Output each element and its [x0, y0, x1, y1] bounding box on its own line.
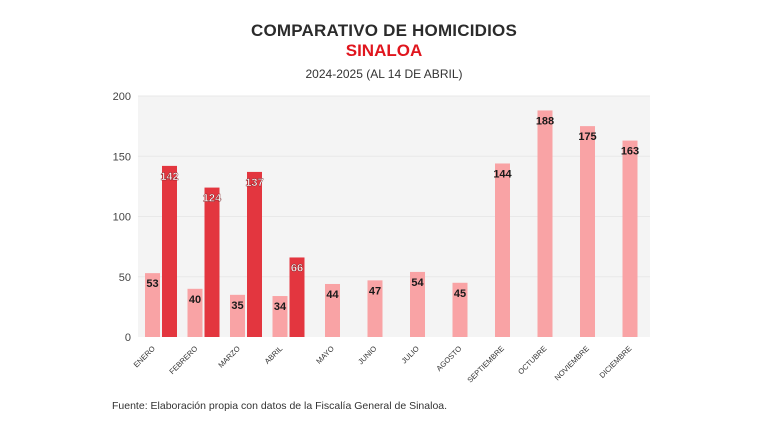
data-label-2024: 44 [326, 289, 339, 301]
x-tick-label: FEBRERO [167, 344, 199, 376]
x-tick-label: ENERO [132, 344, 157, 369]
data-label-2024: 47 [369, 285, 381, 297]
bar-2024 [495, 163, 510, 337]
chart-daterange: 2024-2025 (AL 14 DE ABRIL) [305, 67, 463, 81]
y-tick-label: 150 [113, 151, 131, 163]
data-label-2024: 45 [454, 288, 466, 300]
data-label-2024: 34 [274, 301, 287, 313]
x-tick-label: ABRIL [263, 344, 285, 366]
x-tick-label: DICIEMBRE [598, 344, 634, 380]
data-label-2025: 124 [203, 193, 222, 205]
data-label-2024: 54 [411, 277, 424, 289]
data-label-2024: 163 [621, 146, 639, 158]
bar-2024 [367, 280, 383, 337]
bar-2025 [162, 165, 177, 337]
data-label-2024: 35 [231, 300, 243, 312]
bar-2025 [204, 187, 220, 337]
bar-2025 [289, 257, 305, 337]
x-tick-label: JUNIO [356, 344, 378, 366]
data-label-2024: 175 [578, 131, 596, 143]
data-label-2024: 144 [493, 168, 512, 180]
data-label-2024: 53 [146, 278, 158, 290]
bar-2024 [537, 110, 553, 338]
bar-2024 [410, 271, 425, 337]
y-tick-label: 0 [125, 332, 131, 344]
x-tick-label: MARZO [216, 344, 242, 370]
bar-2024 [580, 126, 595, 337]
x-tick-label: AGOSTO [434, 344, 463, 373]
bar-2024 [187, 288, 203, 337]
data-label-2025: 137 [245, 177, 263, 189]
bar-2024 [272, 296, 288, 337]
y-tick-label: 100 [113, 212, 131, 224]
source-note: Fuente: Elaboración propia con datos de … [112, 400, 448, 412]
x-tick-label: OCTUBRE [516, 344, 548, 376]
x-tick-label: NOVIEMBRE [553, 344, 591, 382]
y-tick-label: 200 [113, 91, 131, 103]
y-tick-label: 50 [119, 272, 131, 284]
data-label-2025: 142 [160, 171, 178, 183]
data-label-2025: 66 [291, 262, 303, 274]
x-tick-label: MAYO [314, 344, 336, 366]
bar-2024 [452, 282, 468, 337]
chart-title: COMPARATIVO DE HOMICIDIOS [251, 21, 517, 40]
data-label-2024: 40 [189, 294, 201, 306]
bar-2025 [247, 171, 262, 337]
bar-2024 [230, 294, 245, 337]
data-label-2024: 188 [536, 115, 554, 127]
x-tick-label: JULIO [400, 344, 422, 366]
bar-2024 [622, 140, 638, 337]
chart-subtitle: SINALOA [345, 41, 423, 60]
x-tick-label: SEPTIEMBRE [465, 344, 506, 385]
bar-2024 [325, 283, 340, 337]
bar-2024 [145, 273, 160, 337]
